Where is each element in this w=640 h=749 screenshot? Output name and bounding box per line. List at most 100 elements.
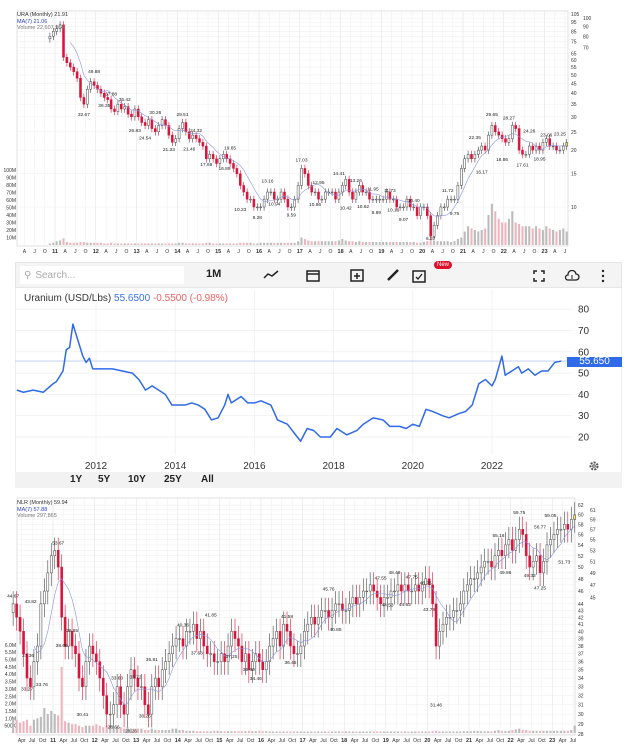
candle [67,631,70,647]
candle [364,191,368,194]
y-tick-label: 15 [571,172,577,178]
price-annotation: 59.05 [544,513,556,519]
candle [22,631,25,654]
volume-bar [276,242,279,245]
x-tick-label: Oct [164,738,172,744]
volume-bar [280,242,283,245]
volume-bar [116,727,119,733]
pencil-icon[interactable] [386,268,400,282]
y-tick-label: 29 [578,722,584,728]
candle [171,645,174,654]
candle [157,677,161,687]
candle [164,119,167,126]
volume-bar [52,242,55,245]
candle [368,191,371,200]
volume-bar [348,241,351,245]
x-tick-label: O [532,249,536,255]
y-tick-label: 25 [571,130,577,136]
price-annotation: 39.65 [66,628,78,634]
y-tick-label: 44 [578,602,584,608]
range-10y[interactable]: 10Y [128,474,146,485]
x-tick-label: J [523,249,526,255]
price-annotation: 47.55 [375,576,387,582]
y-tick-label: 54 [578,543,584,549]
volume-bar [348,731,351,733]
volume-bar [545,730,549,733]
candle [188,631,192,633]
line-chart-icon[interactable] [263,269,279,281]
candle [327,610,330,618]
ura-legend: URA (Monthly) 21.91 MA(7) 21.06 Volume 2… [17,12,68,32]
volume-bar [283,242,286,245]
add-indicator-icon[interactable] [350,269,364,282]
y-tick-label: 45 [571,82,577,88]
volume-tick-label: 80M [6,183,16,189]
calendar-icon[interactable] [306,269,320,282]
candle [79,77,82,98]
volume-bar [113,243,116,245]
volume-bar [538,228,541,245]
x-tick-label: J [156,249,159,255]
volume-bar [327,241,330,245]
calendar-check-icon[interactable] [412,270,426,283]
range-all[interactable]: All [201,474,214,485]
candle [216,661,219,663]
candle [334,603,337,611]
volume-bar [77,725,81,733]
candle [452,610,455,618]
x-tick-label: J [360,249,363,255]
x-tick-label: A [268,249,272,255]
y-tick-label: 40 [571,91,577,97]
fullscreen-icon[interactable] [533,270,545,282]
candle [431,584,434,605]
volume-bar [130,243,133,245]
candle [306,623,310,632]
search-input[interactable]: ⚲ Search... [20,266,184,284]
volume-bar [518,224,521,245]
candle [334,191,337,200]
volume-tick-label: 2.5M [5,694,16,700]
candle [473,154,477,160]
candle [137,108,140,118]
range-25y[interactable]: 25Y [164,474,182,485]
settings-gear-icon[interactable] [588,460,600,472]
price-annotation: 33.27 [21,686,33,692]
candle [230,631,233,647]
volume-tick-label: 70M [6,191,16,197]
x-tick-label: 12 [93,249,99,255]
volume-bar [514,222,517,245]
x-tick-label: Apr [309,738,317,744]
cloud-upload-icon[interactable] [564,270,580,282]
candle [490,561,493,568]
volume-bar [493,730,497,733]
x-tick-label: 14 [175,738,182,744]
range-5y[interactable]: 5Y [98,474,111,485]
candle [181,638,185,647]
candle [160,669,164,687]
more-vertical-icon[interactable] [601,269,605,283]
y-tick-label: 52 [578,554,584,560]
range-1y[interactable]: 1Y [70,474,83,485]
candle [205,645,209,654]
y-tick-label: 70 [583,45,589,51]
candle [278,631,282,647]
price-annotation: 47.25 [534,585,546,591]
candle [39,603,43,647]
volume-bar [445,731,448,733]
candle [392,198,395,201]
volume-bar [157,243,160,245]
volume-bar [422,242,425,245]
volume-bar [521,226,524,245]
x-tick-label: 15 [216,738,222,744]
price-annotation: 30.41 [76,712,88,718]
candle [341,603,344,611]
candle [562,145,565,151]
interval-button[interactable]: 1M [206,268,222,280]
volume-bar [105,725,108,733]
volume-bar [222,243,225,245]
volume-bar [455,731,458,733]
volume-bar [157,730,160,733]
ura-candlestick-chart: A J O 11 A J O 12 A J O 13 A J O 14 A J O 15 A J O 16 A J O 17 A J O 18… [3,10,592,255]
candle [188,131,191,139]
candle [157,125,160,133]
